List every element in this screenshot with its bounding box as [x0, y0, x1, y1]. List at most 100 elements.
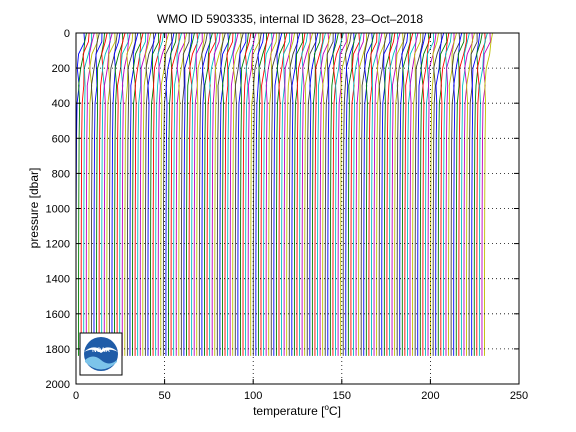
ticks-layer: 0 50 100 150 200 250 0 200 400 600 800 1000 1200 1400…: [46, 28, 529, 402]
temperature-profile-line: [389, 32, 399, 356]
y-tick-label: 600: [52, 133, 70, 145]
temperature-profile-line: [422, 32, 432, 356]
temperature-profile-line: [435, 32, 445, 356]
temperature-profile-line: [358, 32, 368, 356]
temperature-profile-line: [327, 32, 337, 356]
temperature-profile-line: [116, 32, 126, 356]
temperature-profile-line: [299, 32, 308, 356]
temperature-profile-line: [245, 32, 255, 356]
temperature-profile-line: [108, 32, 118, 356]
temperature-profile-line: [460, 32, 470, 356]
temperature-profile-line: [198, 32, 208, 356]
noaa-logo: NOAA: [79, 332, 123, 376]
temperature-profile-line: [227, 32, 237, 356]
x-tick-label: 50: [158, 390, 170, 402]
temperature-profile-line: [309, 32, 319, 356]
temperature-profile-line: [80, 32, 90, 356]
y-tick-label: 400: [52, 98, 70, 110]
temperature-profile-line: [301, 32, 311, 356]
temperature-profile-line: [407, 32, 417, 356]
temperature-profile-line: [322, 32, 332, 356]
temperature-profile-line: [119, 32, 129, 356]
temperature-profile-line: [386, 32, 396, 356]
temperature-profile-line: [417, 32, 427, 356]
temperature-profile-line: [286, 32, 296, 356]
x-tick-label: 200: [421, 390, 439, 402]
temperature-profile-line: [83, 32, 93, 356]
temperature-profile-line: [170, 32, 180, 356]
temperature-profile-line: [126, 32, 136, 356]
temperature-profile-line: [242, 32, 252, 356]
temperature-profile-line: [363, 32, 373, 356]
y-tick-label: 0: [64, 28, 70, 40]
temperature-profile-line: [137, 32, 147, 356]
temperature-profile-line: [206, 32, 216, 356]
temperature-profile-line: [350, 32, 360, 356]
temperature-profile-line: [430, 32, 439, 356]
y-tick-label: 800: [52, 168, 70, 180]
temperature-profile-line: [250, 32, 260, 356]
temperature-profile-line: [114, 32, 124, 356]
temperature-profile-line: [278, 32, 288, 356]
x-tick-label: 0: [73, 390, 79, 402]
noaa-logo-text: NOAA: [92, 348, 110, 354]
x-tick-label: 250: [510, 390, 528, 402]
temperature-profile-line: [90, 32, 100, 356]
temperature-profile-line: [399, 32, 409, 356]
temperature-profile-line: [224, 32, 234, 356]
temperature-profile-line: [317, 32, 326, 356]
temperature-profile-line: [437, 32, 448, 356]
temperature-profile-line: [471, 32, 481, 356]
temperature-profile-line: [263, 32, 273, 356]
temperature-profile-line: [314, 32, 324, 356]
temperature-profile-line: [378, 32, 388, 356]
temperature-profile-line: [188, 32, 199, 356]
y-tick-label: 200: [52, 63, 70, 75]
temperature-profile-line: [442, 32, 452, 356]
temperature-profile-line: [152, 32, 162, 356]
temperature-profile-line: [180, 32, 190, 356]
temperature-profile-line: [414, 32, 424, 356]
temperature-profile-line: [296, 32, 306, 356]
temperature-profile-line: [201, 32, 211, 356]
temperature-profile-line: [142, 32, 152, 356]
x-axis-label: temperature [oC]: [253, 403, 341, 418]
temperature-profile-line: [424, 32, 435, 356]
temperature-profile-line: [191, 32, 201, 356]
temperature-profile-line: [337, 32, 347, 356]
temperature-profile-line: [219, 32, 229, 356]
x-tick-label: 100: [244, 390, 262, 402]
y-tick-label: 1200: [46, 239, 70, 251]
temperature-profile-line: [335, 32, 344, 356]
temperature-profile-line: [178, 32, 188, 356]
temperature-profile-line: [371, 32, 380, 356]
temperature-profile-line: [134, 32, 144, 356]
temperature-profile-line: [255, 32, 265, 356]
temperature-profile-line: [150, 32, 160, 356]
temperature-profile-line: [409, 32, 419, 356]
temperature-profile-line: [365, 32, 375, 356]
temperature-profile-line: [265, 32, 275, 356]
temperature-profile-line: [193, 32, 203, 356]
temperature-profile-line: [98, 32, 108, 356]
temperature-profile-line: [458, 32, 468, 356]
temperature-profile-line: [373, 32, 383, 356]
temperature-profile-line: [252, 32, 262, 356]
temperature-profile-line: [260, 32, 270, 356]
y-tick-label: 1600: [46, 309, 70, 321]
y-tick-label: 1400: [46, 274, 70, 286]
temperature-profile-line: [257, 32, 268, 356]
temperature-profile-line: [291, 32, 301, 356]
temperature-profile-line: [450, 32, 461, 356]
temperature-profile-line: [162, 32, 173, 356]
temperature-profile-line: [473, 32, 483, 356]
temperature-profile-line: [157, 32, 168, 356]
temperature-profile-line: [209, 32, 219, 356]
temperature-profile-line: [466, 32, 475, 356]
temperature-profile-line: [401, 32, 411, 356]
temperature-profile-line: [345, 32, 355, 356]
x-tick-label: 150: [333, 390, 351, 402]
temperature-profile-line: [273, 32, 283, 356]
y-tick-label: 1000: [46, 204, 70, 216]
grid-layer: [76, 33, 519, 384]
